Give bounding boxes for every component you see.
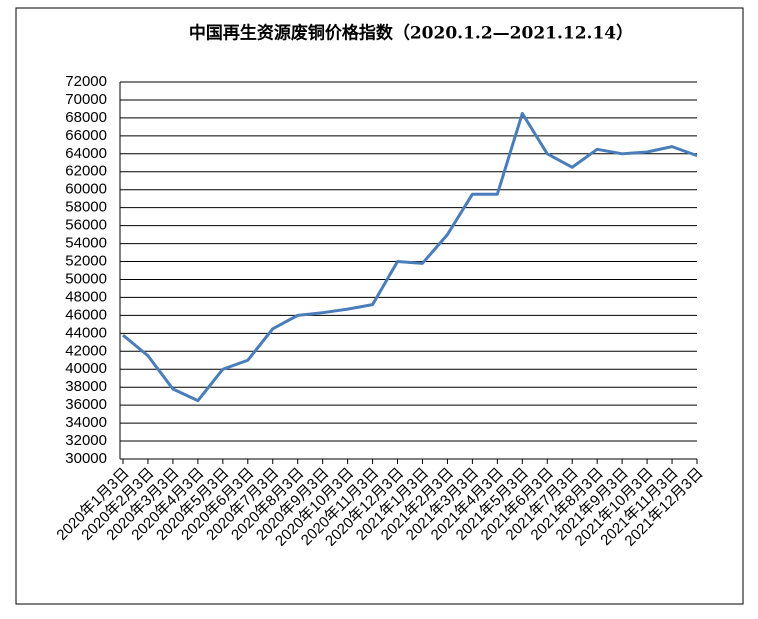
- y-tick-label: 36000: [65, 396, 107, 413]
- y-tick-label: 46000: [65, 306, 107, 323]
- data-line: [122, 111, 698, 403]
- y-tick-label: 54000: [65, 235, 107, 252]
- y-tick-label: 60000: [65, 181, 107, 198]
- y-tick-label: 32000: [65, 432, 107, 449]
- chart-title: 中国再生资源废铜价格指数（2020.1.2—2021.12.14）: [189, 23, 633, 44]
- y-tick-label: 38000: [65, 378, 107, 395]
- y-tick-label: 48000: [65, 288, 107, 305]
- y-tick-label: 68000: [65, 109, 107, 126]
- y-tick-label: 40000: [65, 360, 107, 377]
- y-tick-label: 44000: [65, 324, 107, 341]
- y-tick-label: 70000: [65, 91, 107, 108]
- y-tick-label: 58000: [65, 199, 107, 216]
- y-tick-label: 66000: [65, 127, 107, 144]
- y-tick-label: 52000: [65, 252, 107, 269]
- y-tick-label: 30000: [65, 450, 107, 467]
- y-tick-label: 42000: [65, 342, 107, 359]
- y-tick-label: 72000: [65, 73, 107, 90]
- y-tick-label: 50000: [65, 270, 107, 287]
- y-tick-label: 64000: [65, 145, 107, 162]
- y-tick-label: 62000: [65, 163, 107, 180]
- chart-border: [15, 7, 744, 605]
- y-tick-label: 56000: [65, 217, 107, 234]
- y-tick-label: 34000: [65, 414, 107, 431]
